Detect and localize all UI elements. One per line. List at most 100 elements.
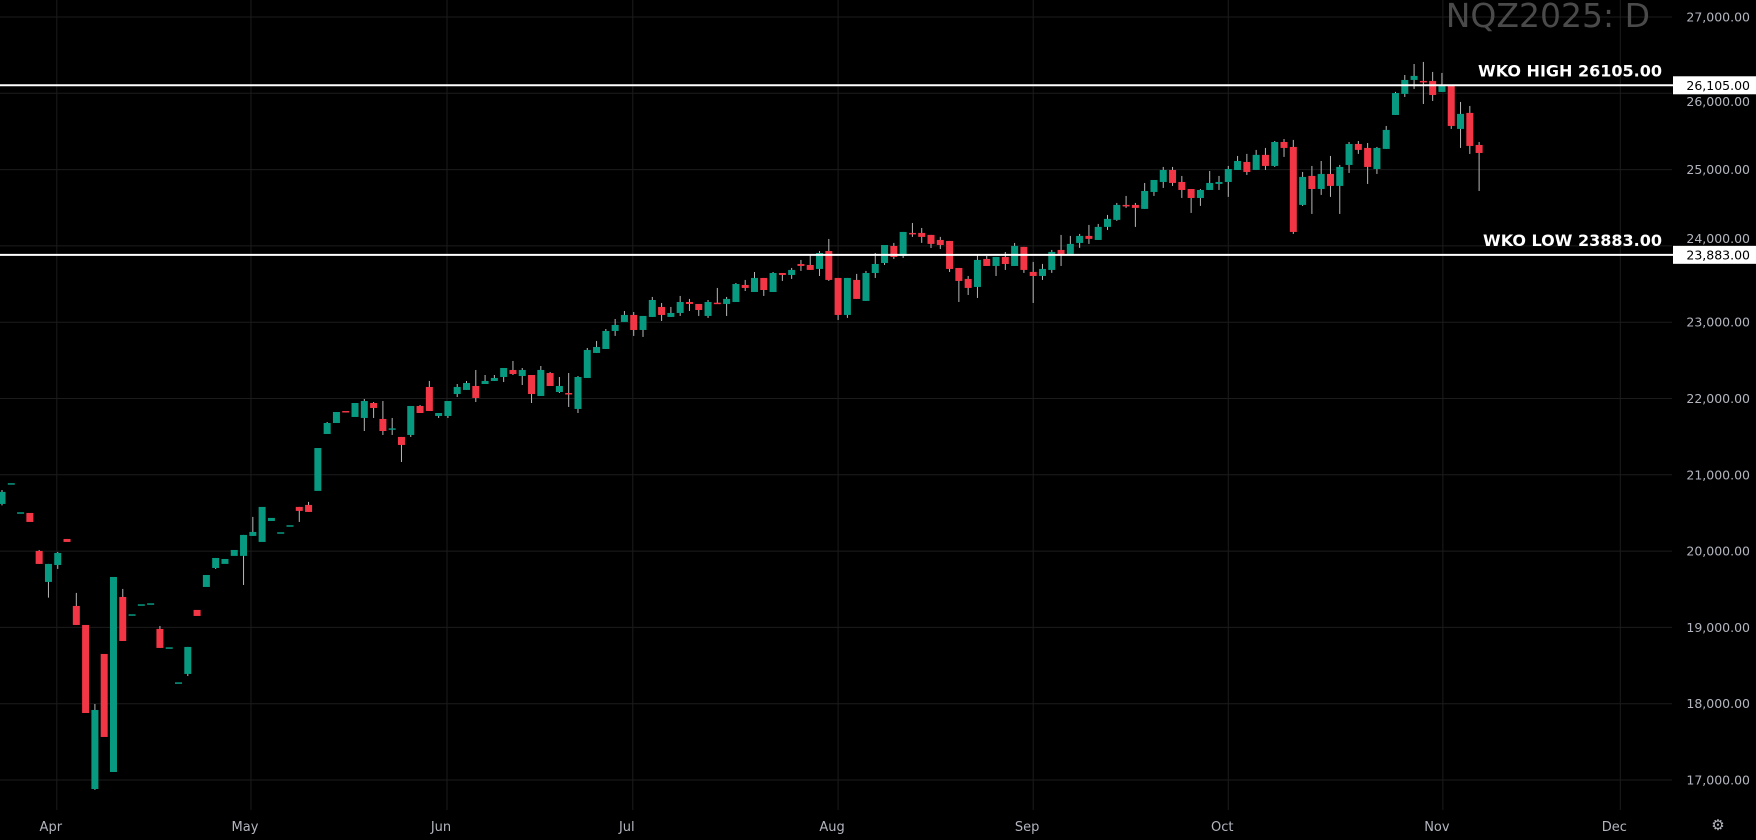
x-tick-label: Nov	[1424, 820, 1450, 835]
candle-down	[955, 267, 963, 302]
candle-body	[397, 436, 405, 445]
candle-up	[593, 340, 601, 353]
candle-down	[379, 401, 387, 435]
candle-body	[704, 301, 712, 316]
candle-body	[555, 385, 563, 393]
candle-body	[825, 251, 833, 280]
candle-body	[1373, 147, 1381, 169]
candle-down	[370, 402, 378, 418]
candle-down	[397, 436, 405, 462]
candle-body	[1196, 189, 1204, 198]
candle-body	[7, 483, 15, 485]
time-axis[interactable]: Apr May Jun Jul Aug Sep Oct Nov Dec	[40, 820, 1627, 835]
candle-down	[1429, 71, 1437, 101]
candle-body	[1169, 169, 1177, 183]
candle-body	[713, 302, 721, 305]
candle-body	[908, 232, 916, 235]
candle-body	[1243, 161, 1251, 172]
candle-up	[360, 398, 368, 432]
candle-down	[685, 298, 693, 311]
candle-body	[416, 405, 424, 413]
candle-up	[323, 422, 331, 434]
candle-down	[193, 609, 201, 616]
candle-body	[295, 506, 303, 511]
candle-body	[1299, 176, 1307, 205]
candle-down	[1131, 202, 1139, 227]
level-line-label: WKO HIGH 26105.00	[1478, 61, 1662, 80]
candle-down	[1364, 142, 1372, 184]
candle-up	[574, 375, 582, 413]
candle-body	[370, 403, 378, 408]
candle-up	[258, 506, 266, 542]
candle-body	[1252, 154, 1260, 170]
candle-up	[788, 267, 796, 279]
candle-up	[249, 516, 257, 536]
candle-down	[528, 374, 536, 404]
candle-up	[1392, 91, 1399, 115]
candle-body	[1429, 80, 1437, 95]
candle-up	[1317, 160, 1325, 195]
candle-body	[1141, 190, 1149, 209]
candle-body	[1280, 141, 1288, 148]
candle-up	[463, 380, 470, 390]
candle-up	[602, 328, 610, 349]
candle-down	[797, 259, 805, 271]
candle-down	[825, 238, 833, 281]
candle-down	[1289, 139, 1297, 234]
candle-up	[518, 367, 526, 385]
candle-body	[1020, 246, 1028, 270]
candle-body	[593, 346, 601, 353]
candle-body	[1345, 143, 1353, 165]
candle-body	[750, 277, 758, 292]
candle-body	[54, 552, 62, 565]
grid	[0, 0, 1672, 810]
candle-body	[918, 232, 926, 237]
candle-body	[1048, 251, 1056, 270]
candle-body	[992, 256, 1000, 266]
candle-body	[964, 278, 972, 288]
candle-body	[1150, 179, 1158, 192]
price-axis[interactable]: 27,000.00 26,000.00 25,000.00 24,000.00 23,0…	[1686, 10, 1750, 788]
candle-up	[667, 306, 675, 317]
candle-body	[1354, 143, 1362, 150]
candle-body	[546, 373, 554, 386]
candle-down	[760, 277, 768, 296]
candle-body	[351, 403, 359, 417]
candle-down	[546, 372, 554, 386]
horizontal-lines[interactable]: WKO HIGH 26105.00 26,105.00 WKO LOW 23883.…	[0, 61, 1756, 264]
candle-up	[1299, 171, 1307, 206]
candle-body	[1057, 249, 1065, 254]
candle-body	[936, 239, 944, 245]
candle-up	[351, 403, 359, 417]
y-tick-label: 26,000.00	[1686, 94, 1750, 109]
candle-up	[490, 374, 498, 381]
candle-body	[797, 263, 805, 266]
candle-body	[871, 263, 879, 273]
candle-body	[453, 386, 461, 394]
candle-body	[1317, 173, 1325, 189]
candle-down	[936, 236, 944, 250]
candle-up	[481, 374, 489, 385]
candle-body	[342, 411, 350, 413]
candle-up	[843, 277, 851, 318]
candle-up	[212, 557, 220, 569]
candle-body	[1261, 154, 1269, 166]
candle-down	[565, 373, 573, 407]
candle-body	[1438, 84, 1446, 92]
candle-body	[82, 624, 90, 714]
candle-body	[1085, 235, 1093, 239]
candle-down	[416, 404, 424, 413]
candle-down	[1280, 139, 1288, 157]
candle-body	[35, 550, 43, 564]
candle-down	[295, 506, 303, 522]
candle-up	[871, 252, 879, 278]
candle-body	[472, 385, 480, 398]
candle-up	[537, 365, 545, 396]
gear-icon[interactable]: ⚙	[1711, 817, 1725, 834]
candle-up	[184, 646, 192, 677]
candle-body	[1104, 218, 1112, 227]
candle-down	[741, 279, 749, 291]
candle-up	[1150, 179, 1158, 196]
y-tick-label: 21,000.00	[1686, 467, 1750, 482]
